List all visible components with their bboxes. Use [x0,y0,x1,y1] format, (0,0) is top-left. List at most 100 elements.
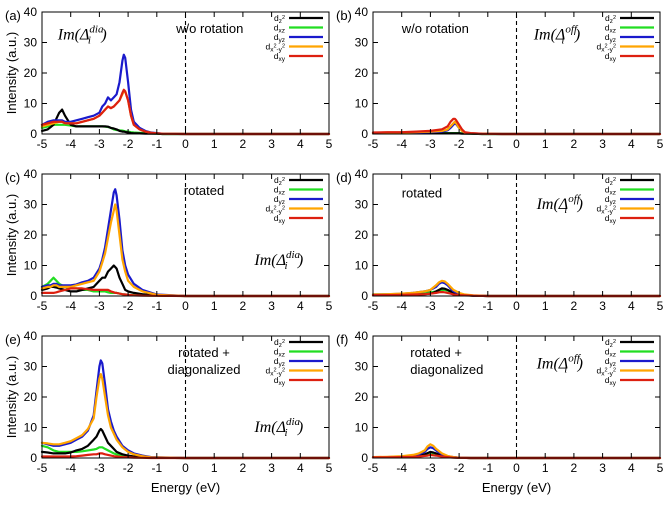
x-tick-label: -1 [482,461,493,475]
x-tick-label: -4 [65,137,76,151]
legend-superscript: 2 [604,206,607,212]
x-axis-label: Energy (eV) [151,480,220,495]
panel-label: (c) [5,170,20,185]
quantity-prefix: Im(Δ [253,419,286,436]
legend-letter: d [596,204,601,214]
legend-letter: d [274,23,279,33]
quantity-suffix: ) [297,419,303,436]
x-tick-label: 1 [211,461,218,475]
legend-subscript: -y [277,209,283,216]
y-tick-label: 40 [24,167,38,181]
legend-label: dz2 [605,13,616,25]
legend-letter: d [605,213,610,223]
legend-superscript: 2 [613,206,616,212]
legend-superscript: 2 [282,44,285,50]
series-line-dx2y2 [40,373,331,460]
y-tick-label: 30 [355,36,369,50]
y-tick-label: 30 [24,198,38,212]
legend-subscript: yz [610,37,617,44]
legend-label: dyz [274,32,285,44]
x-tick-label: 4 [297,137,304,151]
quantity-subscript: i [284,427,287,439]
x-tick-label: -1 [151,137,162,151]
legend-subscript: -y [277,371,283,378]
legend-letter: d [274,32,279,42]
legend-label: dyz [274,356,285,368]
legend-subscript: z [279,342,282,349]
y-tick-label: 20 [24,66,38,80]
series-line-dxy [40,88,331,136]
x-tick-label: 3 [268,299,275,313]
legend-label: dxz [274,23,285,35]
panel-title: rotated + [410,345,462,360]
x-tick-label: -3 [425,299,436,313]
x-tick-label: -5 [37,461,48,475]
x-tick-label: 0 [513,137,520,151]
legend-subscript: x [601,47,605,54]
y-tick-label: 30 [24,36,38,50]
legend-subscript: xz [610,190,617,197]
legend-subscript: -y [277,47,283,54]
x-tick-label: 4 [297,461,304,475]
legend-letter: d [596,366,601,376]
legend-superscript: 2 [613,368,616,374]
legend-letter: d [605,356,610,366]
x-tick-label: -5 [368,461,379,475]
legend-label: dx2-y2 [265,204,285,216]
chart-panel: -5 -4 -3 -2 -1 0 1 2 3 4 5 0 10 20 30 40(b) w/o rotation… [336,5,664,151]
quantity-prefix: Im(Δ [533,27,566,44]
x-tick-label: 3 [268,137,275,151]
x-tick-label: 1 [542,461,549,475]
legend-subscript: x [270,47,274,54]
quantity-suffix: ) [577,196,583,213]
chart-panel: -5 -4 -3 -2 -1 0 1 2 3 4 5 0 10 20 30 40(e) Intensity (a… [4,329,333,495]
legend-subscript: xz [279,28,286,35]
x-tick-label: -1 [482,137,493,151]
quantity-subscript: i [284,260,287,272]
x-tick-label: 3 [268,461,275,475]
quantity-subscript: i [564,363,567,375]
y-tick-label: 20 [24,390,38,404]
x-tick-label: 0 [513,461,520,475]
panel-label: (a) [5,8,21,23]
legend-label: dz2 [274,13,285,25]
quantity-prefix: Im(Δ [57,27,90,44]
y-tick-label: 0 [30,451,37,465]
legend-subscript: xz [610,352,617,359]
legend-subscript: z [279,180,282,187]
x-tick-label: -2 [123,137,134,151]
quantity-suffix: ) [574,27,580,44]
legend-label: dyz [605,194,616,206]
panel-title: rotated [184,183,224,198]
legend-superscript: 2 [613,15,616,21]
x-tick-label: 1 [211,299,218,313]
x-tick-label: 0 [182,299,189,313]
x-tick-label: -2 [123,461,134,475]
legend-letter: d [274,13,279,23]
x-tick-label: -5 [368,299,379,313]
x-tick-label: 2 [571,461,578,475]
y-axis-label: Intensity (a.u.) [4,32,19,114]
quantity-subscript: i [88,35,91,47]
x-tick-label: -3 [425,461,436,475]
y-tick-label: 40 [355,167,369,181]
x-tick-label: 3 [599,461,606,475]
x-tick-label: -1 [151,461,162,475]
quantity-superscript: off [568,352,582,364]
legend-letter: d [274,356,279,366]
legend-letter: d [605,51,610,61]
y-tick-label: 20 [355,228,369,242]
x-tick-label: 3 [599,137,606,151]
panel-title: rotated + [178,345,230,360]
legend-letter: d [274,194,279,204]
legend-label: dxz [605,23,616,35]
legend-subscript: -y [608,371,614,378]
quantity-label: Im(Δoff i) [536,193,583,216]
x-tick-label: 1 [542,299,549,313]
quantity-superscript: dia [286,416,301,428]
x-tick-label: -2 [454,137,465,151]
